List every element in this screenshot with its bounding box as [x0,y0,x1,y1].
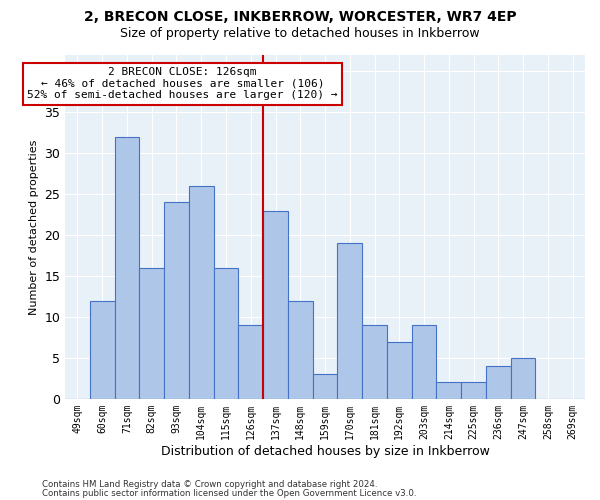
Text: Contains HM Land Registry data © Crown copyright and database right 2024.: Contains HM Land Registry data © Crown c… [42,480,377,489]
Bar [362,325,387,399]
Bar [387,342,412,399]
Bar [412,325,436,399]
Bar [139,268,164,399]
Bar [115,137,139,399]
Bar [189,186,214,399]
Bar [164,202,189,399]
Text: Contains public sector information licensed under the Open Government Licence v3: Contains public sector information licen… [42,490,416,498]
Bar [436,382,461,399]
Y-axis label: Number of detached properties: Number of detached properties [29,139,39,314]
Bar [90,300,115,399]
Bar [313,374,337,399]
Text: 2, BRECON CLOSE, INKBERROW, WORCESTER, WR7 4EP: 2, BRECON CLOSE, INKBERROW, WORCESTER, W… [83,10,517,24]
Bar [461,382,486,399]
Bar [337,244,362,399]
Bar [238,325,263,399]
Text: Size of property relative to detached houses in Inkberrow: Size of property relative to detached ho… [120,28,480,40]
X-axis label: Distribution of detached houses by size in Inkberrow: Distribution of detached houses by size … [161,444,490,458]
Text: 2 BRECON CLOSE: 126sqm
← 46% of detached houses are smaller (106)
52% of semi-de: 2 BRECON CLOSE: 126sqm ← 46% of detached… [28,68,338,100]
Bar [288,300,313,399]
Bar [511,358,535,399]
Bar [263,210,288,399]
Bar [214,268,238,399]
Bar [486,366,511,399]
